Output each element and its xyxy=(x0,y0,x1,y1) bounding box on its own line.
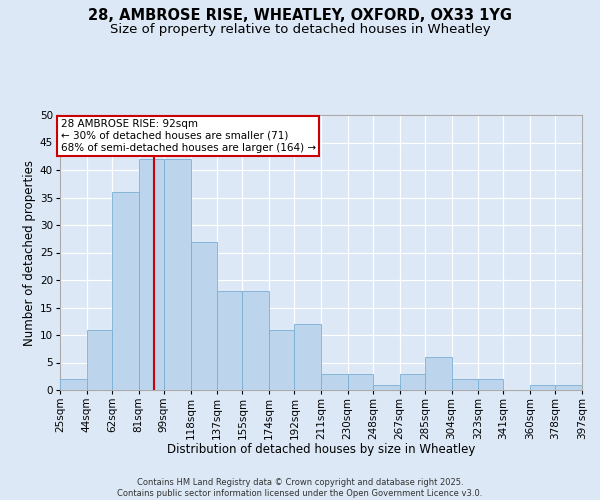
Bar xyxy=(139,159,164,390)
Bar xyxy=(425,357,452,390)
Text: 28 AMBROSE RISE: 92sqm
← 30% of detached houses are smaller (71)
68% of semi-det: 28 AMBROSE RISE: 92sqm ← 30% of detached… xyxy=(61,120,316,152)
Bar xyxy=(373,384,400,390)
Bar xyxy=(400,374,425,390)
Text: Contains HM Land Registry data © Crown copyright and database right 2025.
Contai: Contains HM Land Registry data © Crown c… xyxy=(118,478,482,498)
Bar xyxy=(217,291,242,390)
Text: Size of property relative to detached houses in Wheatley: Size of property relative to detached ho… xyxy=(110,22,490,36)
Bar xyxy=(452,379,478,390)
Bar xyxy=(321,374,347,390)
Bar xyxy=(191,242,217,390)
Bar xyxy=(530,384,556,390)
Bar xyxy=(164,159,191,390)
Bar xyxy=(269,330,295,390)
Bar xyxy=(86,330,112,390)
Bar xyxy=(60,379,86,390)
Bar xyxy=(295,324,321,390)
Bar xyxy=(112,192,139,390)
Bar xyxy=(478,379,503,390)
Text: Distribution of detached houses by size in Wheatley: Distribution of detached houses by size … xyxy=(167,442,475,456)
Bar xyxy=(347,374,373,390)
Bar xyxy=(242,291,269,390)
Bar xyxy=(556,384,582,390)
Text: 28, AMBROSE RISE, WHEATLEY, OXFORD, OX33 1YG: 28, AMBROSE RISE, WHEATLEY, OXFORD, OX33… xyxy=(88,8,512,22)
Y-axis label: Number of detached properties: Number of detached properties xyxy=(23,160,35,346)
